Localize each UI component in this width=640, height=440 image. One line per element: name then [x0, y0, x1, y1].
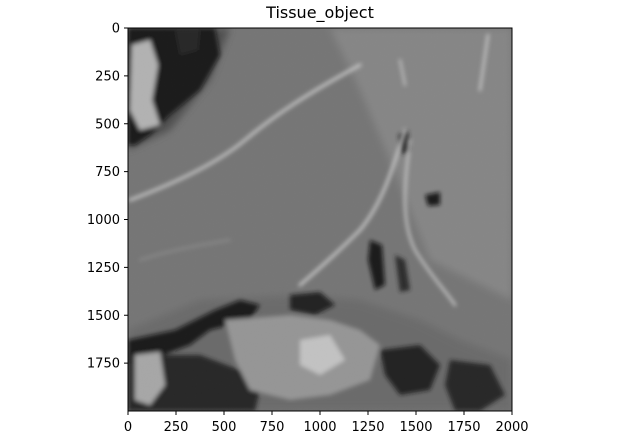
- x-tick-label: 1500: [399, 420, 432, 435]
- tissue-image: [128, 28, 512, 411]
- x-tick-label: 750: [260, 420, 285, 435]
- y-axis: 0 250 500 750 1000 1250 1500 1750: [87, 22, 128, 372]
- y-tick-label: 1250: [87, 261, 120, 276]
- x-tick-label: 500: [212, 420, 237, 435]
- y-tick-label: 1750: [87, 357, 120, 372]
- y-tick-label: 250: [95, 69, 120, 84]
- x-tick-label: 1250: [351, 420, 384, 435]
- y-tick-label: 1000: [87, 213, 120, 228]
- y-tick-label: 750: [95, 165, 120, 180]
- x-tick-label: 1750: [447, 420, 480, 435]
- x-axis: 0 250 500 750 1000 1250 1500 1750 2000: [124, 411, 529, 435]
- x-tick-label: 250: [164, 420, 189, 435]
- y-tick-label: 1500: [87, 309, 120, 324]
- y-tick-label: 0: [112, 22, 120, 37]
- y-tick-label: 500: [95, 117, 120, 132]
- x-tick-label: 2000: [495, 420, 528, 435]
- plot-title: Tissue_object: [266, 3, 374, 22]
- x-tick-label: 0: [124, 420, 132, 435]
- x-tick-label: 1000: [303, 420, 336, 435]
